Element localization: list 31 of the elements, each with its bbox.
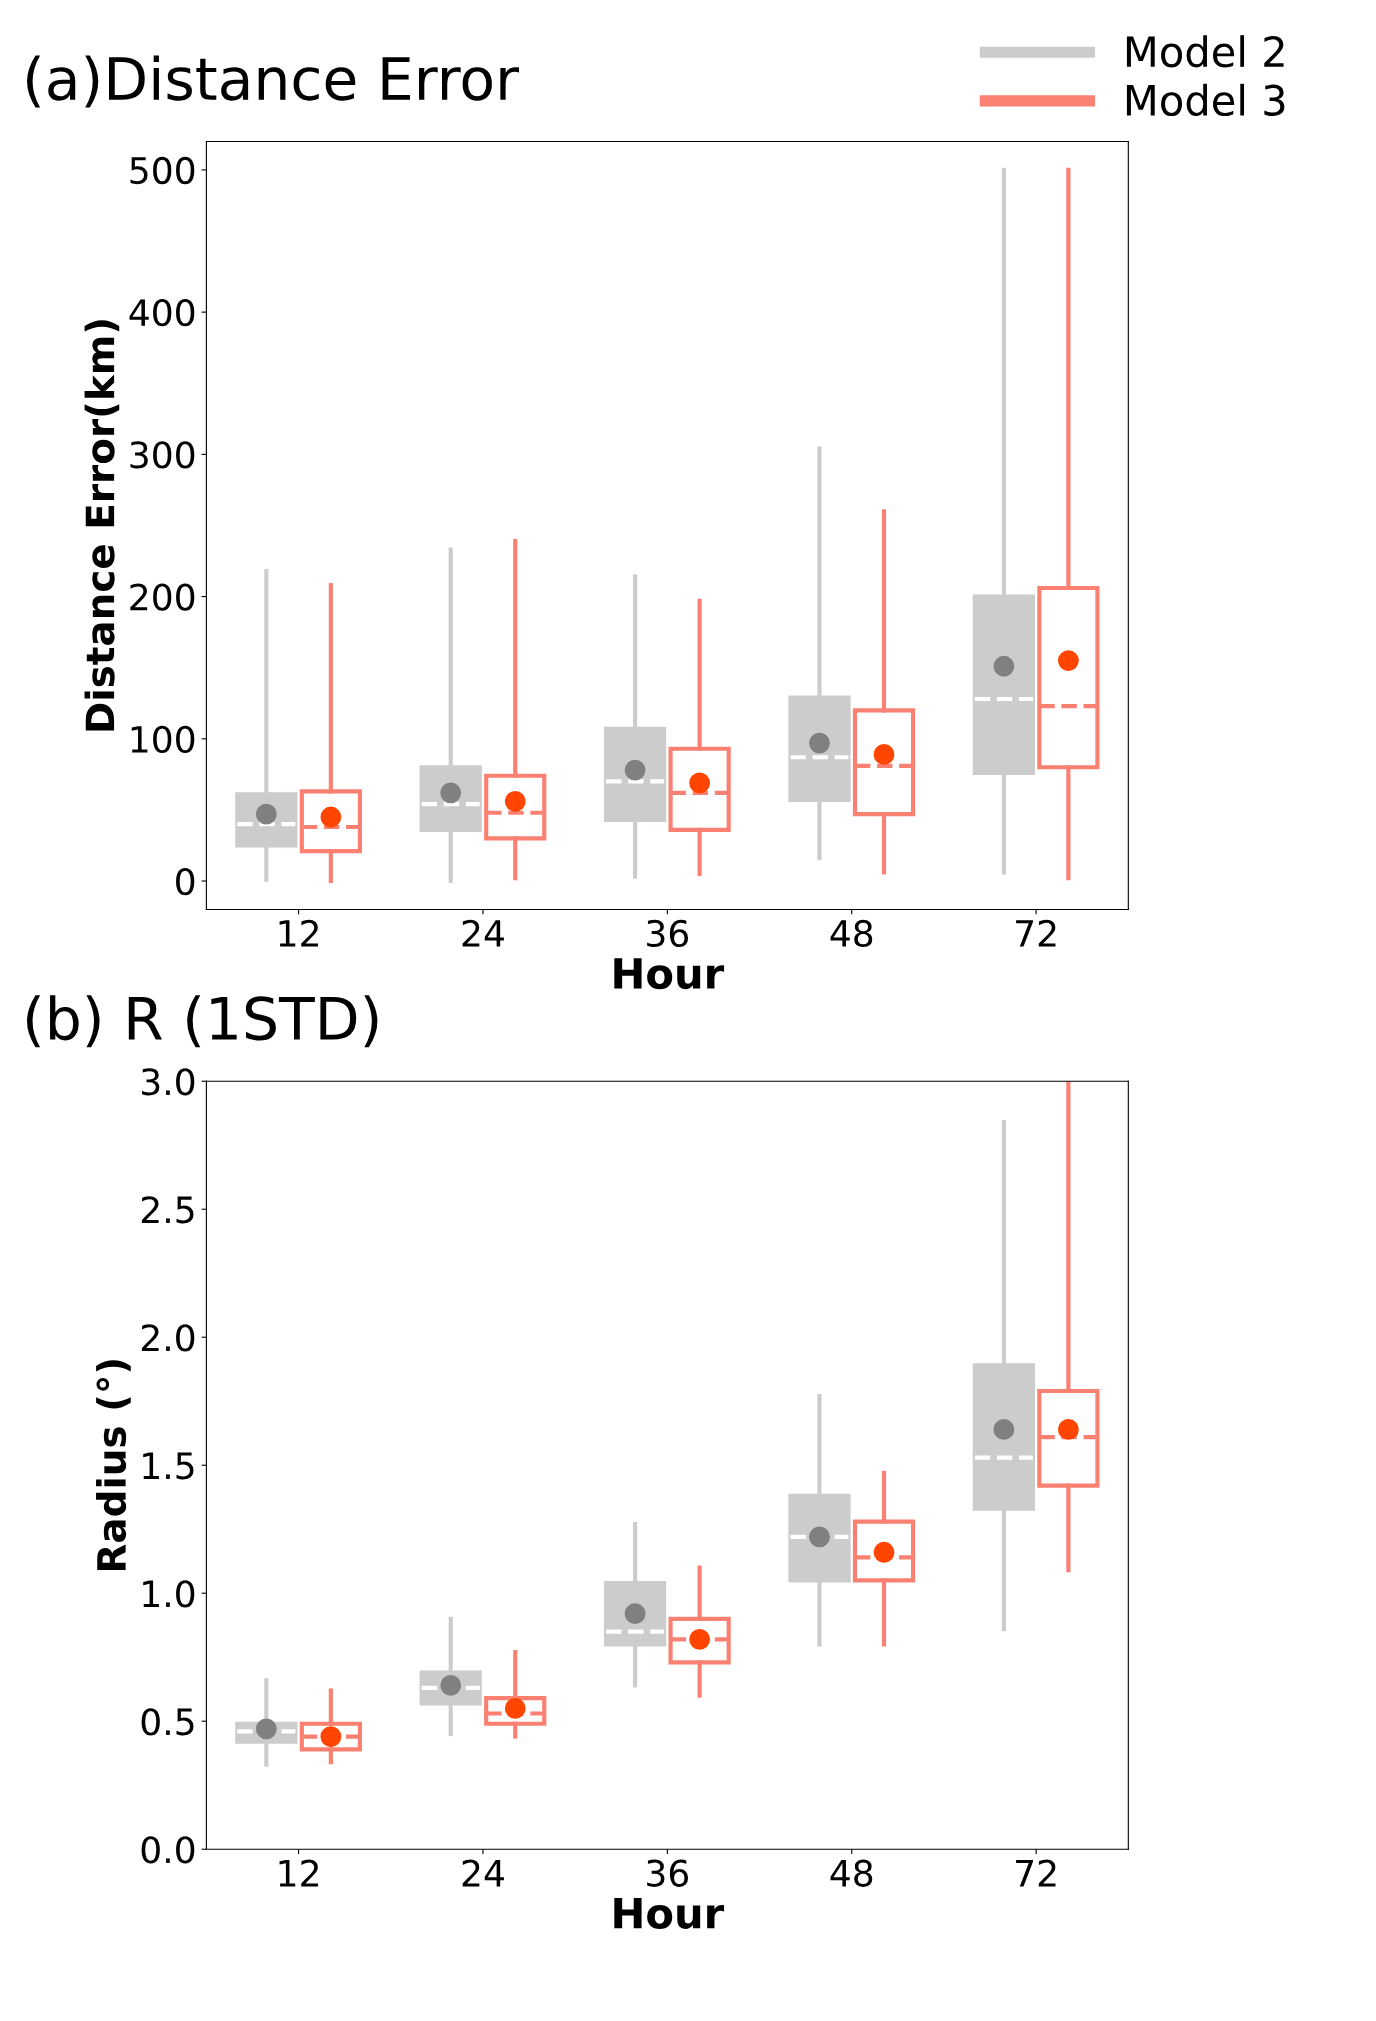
x-tick-label: 48 bbox=[830, 1859, 873, 1887]
x-axis-title: Hour bbox=[614, 1897, 725, 1929]
y-tick-label: 2.0 bbox=[141, 1324, 195, 1352]
x-tick-label: 24 bbox=[462, 1859, 504, 1887]
x-tick-label: 48 bbox=[830, 919, 873, 948]
legend-label: Model 3 bbox=[1126, 83, 1285, 117]
y-tick-label: 400 bbox=[129, 299, 195, 327]
y-tick-label: 200 bbox=[130, 583, 195, 611]
y-tick-label: 2.5 bbox=[141, 1196, 194, 1224]
y-tick-label: 3.0 bbox=[142, 1068, 195, 1096]
chart-title: (b) R (1STD) bbox=[27, 995, 378, 1048]
x-tick-label: 72 bbox=[1016, 1859, 1056, 1887]
chart-title: (a)Distance Error bbox=[27, 55, 520, 108]
y-tick-label: 300 bbox=[130, 441, 195, 469]
x-tick-label: 12 bbox=[279, 1859, 318, 1887]
x-tick-label: 36 bbox=[647, 919, 689, 948]
y-tick-label: 0.5 bbox=[141, 1708, 194, 1736]
y-tick-label: 500 bbox=[130, 156, 195, 185]
y-tick-label: 1.0 bbox=[143, 1580, 195, 1608]
y-axis-title: Distance Error(km) bbox=[84, 320, 120, 731]
x-tick-label: 24 bbox=[462, 919, 504, 947]
x-tick-label: 12 bbox=[279, 919, 318, 947]
y-axis-title: Radius (°) bbox=[96, 1360, 131, 1571]
legend-label: Model 2 bbox=[1126, 35, 1284, 68]
x-tick-label: 72 bbox=[1016, 919, 1056, 947]
x-tick-label: 36 bbox=[647, 1859, 689, 1887]
y-tick-label: 1.5 bbox=[143, 1452, 194, 1480]
x-axis-title: Hour bbox=[614, 958, 725, 990]
y-tick-label: 0 bbox=[176, 867, 195, 896]
y-tick-label: 0.0 bbox=[141, 1836, 195, 1864]
y-tick-label: 100 bbox=[131, 725, 195, 754]
